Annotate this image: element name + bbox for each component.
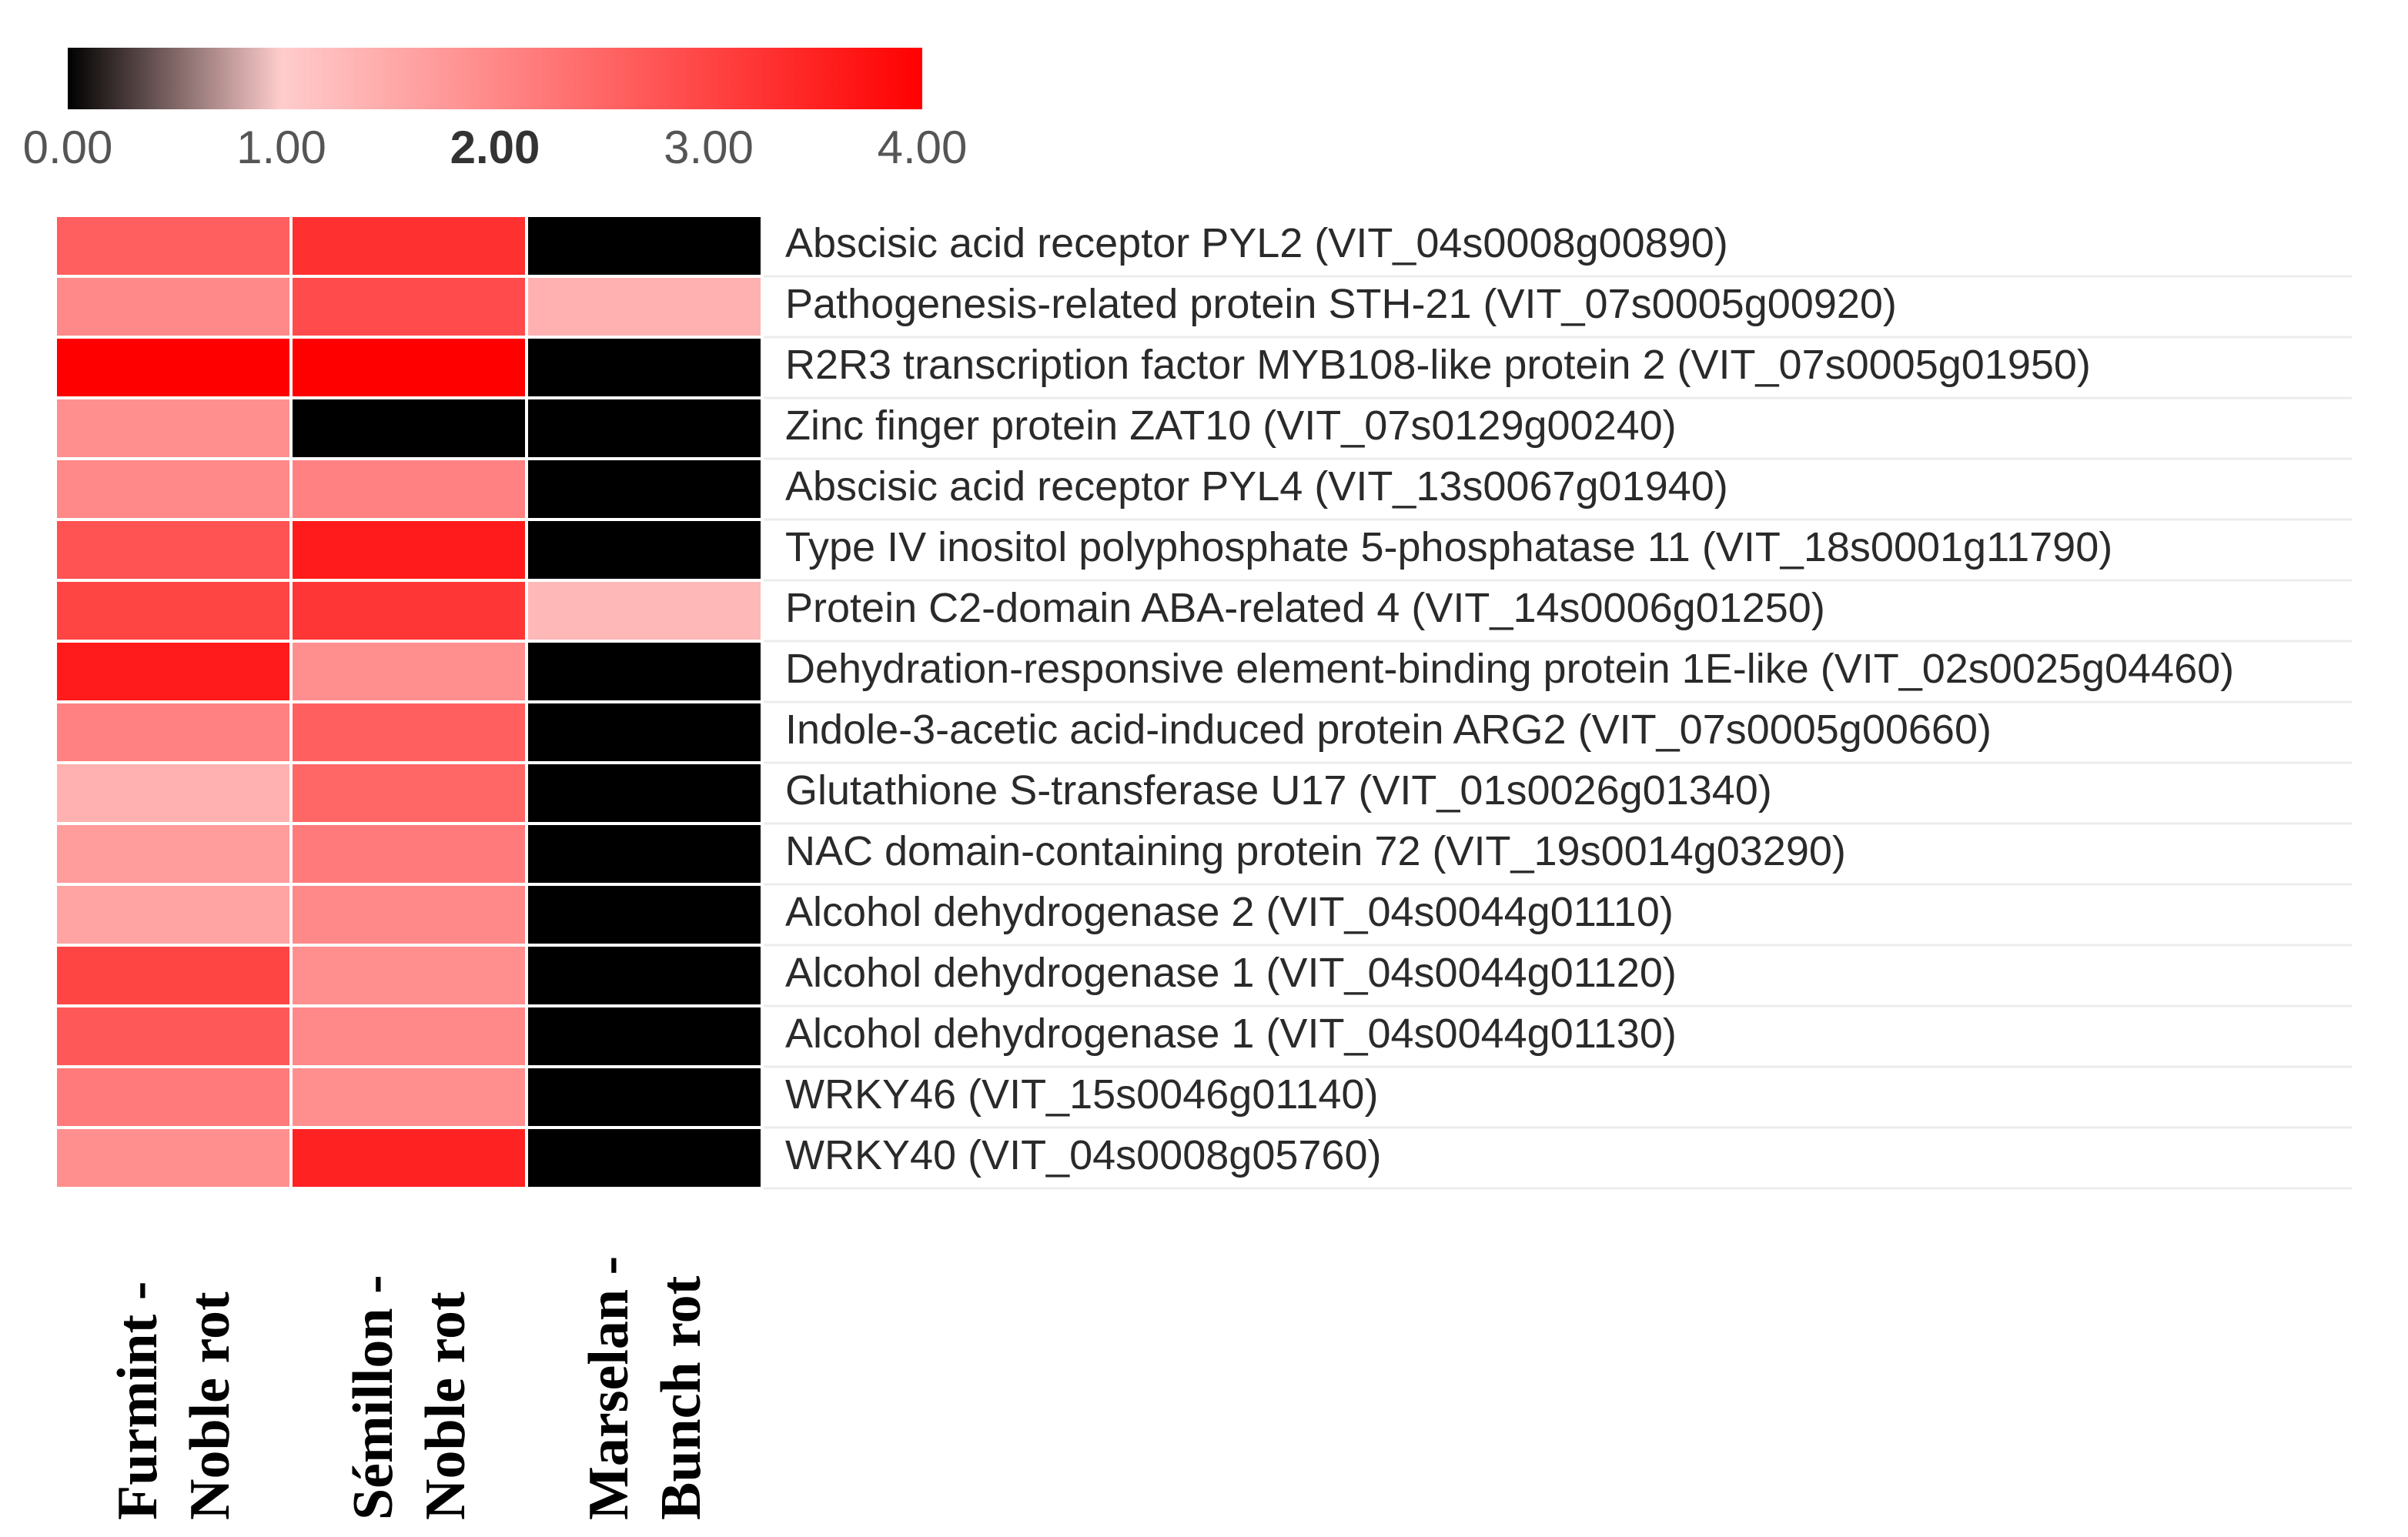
heatmap-cell [54, 700, 293, 764]
heatmap-cell [289, 1126, 528, 1190]
heatmap-cell [289, 1065, 528, 1129]
row-label: WRKY46 (VIT_15s0046g01140) [785, 1071, 1378, 1118]
heatmap-cell [54, 579, 293, 643]
column-label-line1: Furmint - [106, 1281, 169, 1520]
heatmap-cell [289, 761, 528, 825]
row-label: Glutathione S-transferase U17 (VIT_01s00… [785, 767, 1772, 814]
row-label: Abscisic acid receptor PYL4 (VIT_13s0067… [785, 463, 1728, 510]
row-label: Protein C2-domain ABA-related 4 (VIT_14s… [785, 585, 1825, 631]
heatmap-cell [54, 761, 293, 825]
heatmap-grid [54, 214, 2352, 1190]
heatmap-cell [54, 944, 293, 1007]
heatmap-cell [525, 1065, 764, 1129]
heatmap-cell [54, 396, 293, 460]
heatmap-cell [54, 1004, 293, 1068]
heatmap-cell [54, 640, 293, 703]
heatmap-cell [525, 579, 764, 643]
heatmap-cell [54, 1126, 293, 1190]
heatmap-cell [289, 275, 528, 339]
heatmap-cell [289, 336, 528, 399]
row-label: Pathogenesis-related protein STH-21 (VIT… [785, 281, 1897, 327]
heatmap-cell [289, 1004, 528, 1068]
heatmap-cell [54, 457, 293, 521]
heatmap-cell [289, 214, 528, 278]
row-label: Dehydration-responsive element-binding p… [785, 646, 2234, 692]
heatmap-cell [525, 640, 764, 703]
column-label-line2: Bunch rot [650, 1275, 713, 1520]
heatmap-cell [289, 457, 528, 521]
color-scale-legend: 0.00 1.00 2.00 3.00 4.00 [23, 48, 968, 173]
column-labels: Furmint - Noble rot Sémillon - Noble rot Mar… [106, 1256, 713, 1520]
heatmap-cell [525, 336, 764, 399]
row-label: R2R3 transcription factor MYB108-like pr… [785, 342, 2091, 388]
heatmap-cell [525, 822, 764, 886]
heatmap-cell [289, 579, 528, 643]
heatmap-cell [525, 761, 764, 825]
heatmap-cell [525, 1004, 764, 1068]
heatmap-cell [54, 883, 293, 947]
heatmap-cell [289, 883, 528, 947]
row-label: Indole-3-acetic acid-induced protein ARG… [785, 707, 1992, 753]
column-label: Marselan - Bunch rot [577, 1256, 713, 1520]
heatmap-cell [54, 336, 293, 399]
color-scale-tick-label: 2.00 [450, 122, 540, 173]
heatmap-cell [525, 883, 764, 947]
heatmap-cell [54, 822, 293, 886]
heatmap-cell [289, 518, 528, 582]
heatmap-cell [54, 1065, 293, 1129]
heatmap-cell [289, 640, 528, 703]
row-label: Alcohol dehydrogenase 1 (VIT_04s0044g011… [785, 950, 1677, 996]
row-label: Type IV inositol polyphosphate 5-phospha… [785, 524, 2112, 570]
row-label: WRKY40 (VIT_04s0008g05760) [785, 1132, 1381, 1178]
column-label: Sémillon - Noble rot [342, 1275, 477, 1520]
heatmap-cell [525, 275, 764, 339]
heatmap-cell [525, 700, 764, 764]
color-scale-tick-label: 4.00 [878, 122, 968, 173]
column-label-line2: Noble rot [414, 1291, 477, 1520]
color-scale-bar [68, 48, 922, 109]
column-label: Furmint - Noble rot [106, 1281, 242, 1520]
row-labels: Abscisic acid receptor PYL2 (VIT_04s0008… [785, 220, 2234, 1178]
heatmap-cell [525, 214, 764, 278]
column-label-line1: Sémillon - [342, 1275, 405, 1520]
color-scale-tick-label: 1.00 [236, 122, 326, 173]
heatmap-cell [289, 700, 528, 764]
heatmap-cell [525, 518, 764, 582]
heatmap-cell [289, 944, 528, 1007]
heatmap-cell [289, 396, 528, 460]
heatmap-cell [54, 214, 293, 278]
heatmap-cell [525, 396, 764, 460]
heatmap-cell [54, 275, 293, 339]
row-label: Zinc finger protein ZAT10 (VIT_07s0129g0… [785, 403, 1677, 449]
row-label: Abscisic acid receptor PYL2 (VIT_04s0008… [785, 220, 1728, 266]
heatmap-cell [525, 944, 764, 1007]
heatmap-cell [54, 518, 293, 582]
row-label: Alcohol dehydrogenase 1 (VIT_04s0044g011… [785, 1011, 1677, 1057]
color-scale-tick-label: 0.00 [23, 122, 113, 173]
color-scale-tick-label: 3.00 [664, 122, 754, 173]
heatmap-cell [525, 457, 764, 521]
row-label: NAC domain-containing protein 72 (VIT_19… [785, 828, 1846, 874]
row-label: Alcohol dehydrogenase 2 (VIT_04s0044g011… [785, 889, 1674, 935]
column-label-line2: Noble rot [179, 1291, 242, 1520]
heatmap-cell [525, 1126, 764, 1190]
heatmap-cell [289, 822, 528, 886]
column-label-line1: Marselan - [577, 1256, 640, 1520]
